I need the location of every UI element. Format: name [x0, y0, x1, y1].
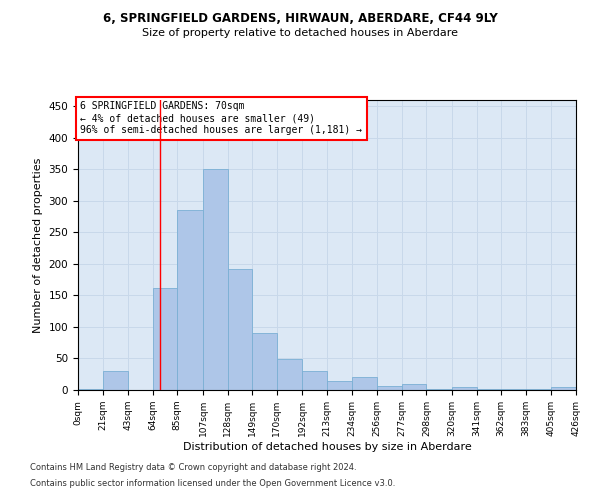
Bar: [501, 388, 526, 390]
Bar: [352, 378, 377, 390]
Text: Contains HM Land Registry data © Crown copyright and database right 2024.: Contains HM Land Registry data © Crown c…: [30, 464, 356, 472]
Bar: [302, 371, 327, 390]
Text: 6, SPRINGFIELD GARDENS, HIRWAUN, ABERDARE, CF44 9LY: 6, SPRINGFIELD GARDENS, HIRWAUN, ABERDAR…: [103, 12, 497, 26]
Bar: [178, 210, 203, 390]
Bar: [252, 334, 277, 390]
X-axis label: Distribution of detached houses by size in Aberdare: Distribution of detached houses by size …: [182, 442, 472, 452]
Bar: [203, 170, 227, 390]
Bar: [78, 388, 103, 390]
Text: Contains public sector information licensed under the Open Government Licence v3: Contains public sector information licen…: [30, 478, 395, 488]
Bar: [377, 386, 402, 390]
Text: Size of property relative to detached houses in Aberdare: Size of property relative to detached ho…: [142, 28, 458, 38]
Bar: [427, 388, 452, 390]
Bar: [402, 384, 427, 390]
Bar: [153, 288, 178, 390]
Y-axis label: Number of detached properties: Number of detached properties: [33, 158, 43, 332]
Bar: [327, 381, 352, 390]
Bar: [452, 387, 476, 390]
Bar: [103, 371, 128, 390]
Bar: [551, 388, 576, 390]
Text: 6 SPRINGFIELD GARDENS: 70sqm
← 4% of detached houses are smaller (49)
96% of sem: 6 SPRINGFIELD GARDENS: 70sqm ← 4% of det…: [80, 102, 362, 134]
Bar: [227, 269, 252, 390]
Bar: [277, 359, 302, 390]
Bar: [476, 388, 501, 390]
